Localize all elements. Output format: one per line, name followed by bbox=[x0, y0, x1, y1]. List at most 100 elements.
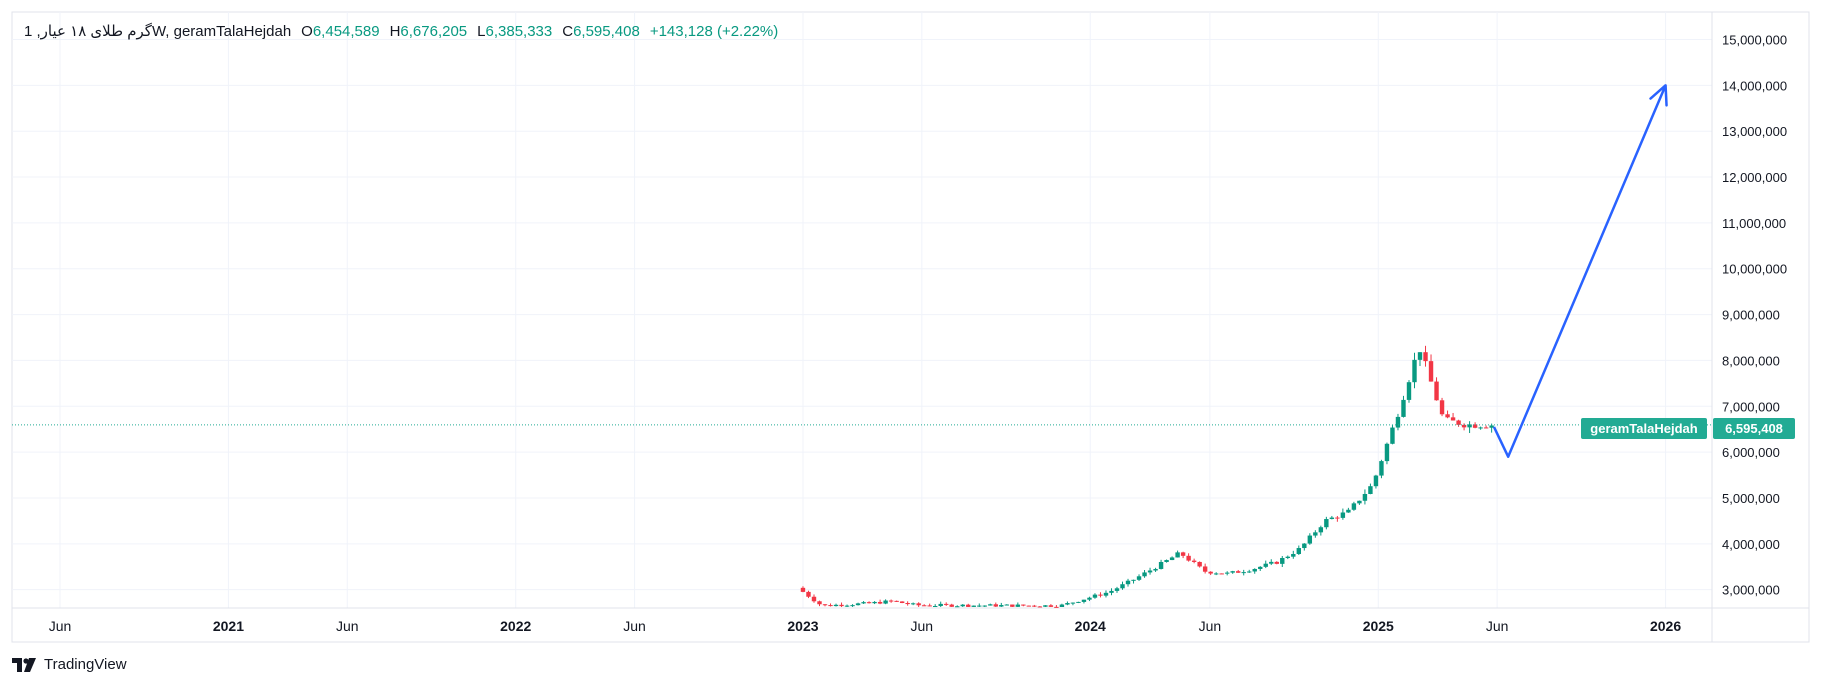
candle-body bbox=[1142, 572, 1147, 577]
candle-body bbox=[1043, 605, 1048, 607]
change-value: +143,128 (+2.22%) bbox=[649, 22, 779, 40]
candle-body bbox=[993, 604, 998, 607]
candle-body bbox=[1373, 475, 1379, 487]
candle-body bbox=[1015, 604, 1021, 607]
candle-body bbox=[1423, 352, 1428, 362]
candle-body bbox=[1021, 604, 1026, 606]
projection-arrowhead bbox=[1649, 84, 1668, 107]
candle-body bbox=[1004, 604, 1010, 606]
x-tick-label: 2026 bbox=[1650, 618, 1681, 634]
high-value: 6,676,205 bbox=[400, 22, 468, 40]
x-tick-label: 2023 bbox=[787, 618, 818, 634]
x-tick-label: Jun bbox=[623, 618, 646, 634]
candle-body bbox=[1247, 571, 1252, 573]
candle-body bbox=[1186, 555, 1191, 561]
candle-body bbox=[1065, 603, 1070, 605]
y-tick-label: 15,000,000 bbox=[1722, 33, 1787, 48]
candle-body bbox=[1461, 424, 1467, 428]
candle-body bbox=[1076, 601, 1081, 603]
projection-arrow[interactable] bbox=[1492, 84, 1668, 458]
tradingview-logo[interactable]: TradingView bbox=[12, 656, 127, 673]
candle-body bbox=[1445, 414, 1450, 418]
candle-body bbox=[971, 605, 976, 607]
candle-body bbox=[1026, 605, 1032, 607]
candle-body bbox=[877, 601, 883, 604]
candle-body bbox=[1412, 359, 1417, 383]
candle-body bbox=[883, 600, 888, 604]
candle-body bbox=[1120, 584, 1125, 589]
candle-body bbox=[1472, 424, 1478, 428]
candle-body bbox=[872, 601, 877, 604]
candle-body bbox=[1357, 500, 1362, 504]
candle-body bbox=[966, 604, 971, 607]
price-axis[interactable]: 3,000,000 4,000,000 5,000,000 6,000,000 7,00… bbox=[1722, 33, 1787, 598]
y-tick-label: 13,000,000 bbox=[1722, 124, 1787, 139]
candle-body bbox=[1147, 570, 1153, 573]
x-tick-label: Jun bbox=[1486, 618, 1509, 634]
candle-body bbox=[806, 591, 811, 597]
tradingview-logo-icon bbox=[12, 657, 36, 672]
candle-body bbox=[1335, 517, 1340, 519]
candle-body bbox=[1070, 602, 1076, 604]
candle-body bbox=[1395, 416, 1401, 428]
candle-body bbox=[977, 605, 982, 607]
candle-body bbox=[921, 605, 927, 607]
candle-body bbox=[1401, 399, 1406, 417]
candle-body bbox=[888, 600, 894, 602]
candle-body bbox=[1153, 568, 1158, 571]
candle-body bbox=[960, 604, 965, 607]
candle-body bbox=[1467, 424, 1472, 428]
y-tick-label: 12,000,000 bbox=[1722, 170, 1787, 185]
candle-body bbox=[894, 600, 899, 602]
candle-body bbox=[844, 605, 850, 607]
candle-body bbox=[1417, 352, 1423, 360]
candle-body bbox=[1439, 400, 1445, 415]
close-value: 6,595,408 bbox=[573, 22, 640, 40]
candle-body bbox=[910, 603, 916, 605]
x-tick-label: 2025 bbox=[1363, 618, 1394, 634]
candle-body bbox=[1274, 561, 1279, 564]
candle-body bbox=[1175, 552, 1180, 558]
candle-body bbox=[1434, 381, 1439, 401]
y-tick-label: 6,000,000 bbox=[1722, 445, 1780, 460]
projection-path[interactable] bbox=[1492, 84, 1667, 458]
candle-body bbox=[1428, 361, 1434, 382]
x-tick-label: Jun bbox=[1199, 618, 1222, 634]
candle-body bbox=[1208, 571, 1213, 574]
candle-body bbox=[1489, 425, 1494, 428]
y-tick-label: 9,000,000 bbox=[1722, 308, 1780, 323]
candle-body bbox=[982, 605, 987, 607]
candle-body bbox=[1384, 443, 1390, 462]
candle-body bbox=[861, 602, 866, 604]
low-value: 6,385,333 bbox=[485, 22, 553, 40]
y-tick-label: 7,000,000 bbox=[1722, 399, 1780, 414]
candle-body bbox=[822, 604, 828, 606]
candle-body bbox=[833, 604, 839, 607]
time-axis[interactable]: Jun 2021 Jun 2022 Jun 2023 Jun 2024 Jun 2025 Jun 20… bbox=[49, 618, 1682, 634]
candle-body bbox=[905, 603, 910, 605]
open-label: O bbox=[301, 22, 313, 40]
grid bbox=[12, 12, 1712, 608]
candle-body bbox=[1346, 509, 1351, 513]
candle-body bbox=[1450, 417, 1456, 421]
y-tick-label: 11,000,000 bbox=[1722, 216, 1786, 231]
candle-body bbox=[1390, 427, 1395, 444]
x-tick-label: Jun bbox=[911, 618, 934, 634]
candle-body bbox=[1258, 566, 1263, 569]
candle-body bbox=[1197, 561, 1202, 567]
x-tick-label: Jun bbox=[49, 618, 72, 634]
symbol-title[interactable]: گرم طلای ۱۸ عیار, 1W, geramTalaHejdah bbox=[24, 23, 292, 40]
chart-legend: گرم طلای ۱۸ عیار, 1W, geramTalaHejdah O 6… bbox=[24, 22, 779, 41]
candle-body bbox=[1219, 573, 1224, 575]
candle-body bbox=[1285, 556, 1290, 559]
candle-body bbox=[1291, 554, 1296, 557]
high-label: H bbox=[389, 22, 401, 40]
x-tick-label: 2022 bbox=[500, 618, 531, 634]
candle-body bbox=[1202, 566, 1208, 572]
candle-body bbox=[1252, 568, 1257, 572]
symbol-badge-label: geramTalaHejdah bbox=[1590, 421, 1697, 436]
candle-body bbox=[1169, 557, 1175, 561]
candle-body bbox=[1269, 561, 1274, 564]
candle-body bbox=[850, 605, 855, 607]
